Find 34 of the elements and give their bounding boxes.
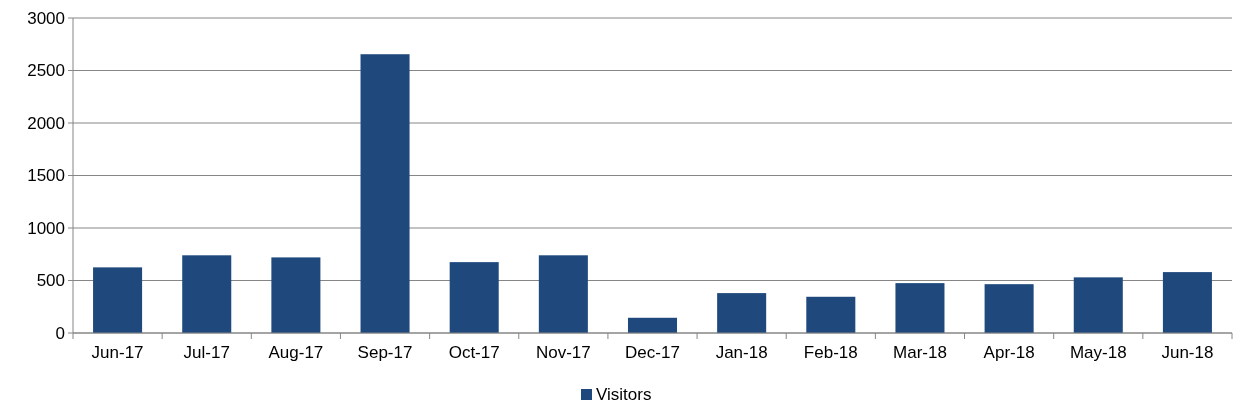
x-tick-label: Dec-17 bbox=[625, 343, 680, 362]
y-tick-label: 500 bbox=[36, 271, 65, 291]
bar bbox=[1073, 277, 1123, 333]
x-tick-label: Mar-18 bbox=[893, 343, 947, 362]
bar bbox=[806, 296, 856, 333]
x-tick-label: Aug-17 bbox=[268, 343, 324, 362]
bar bbox=[627, 317, 678, 333]
y-tick-label: 2500 bbox=[27, 61, 65, 81]
bar bbox=[1162, 272, 1212, 333]
y-tick-label: 2000 bbox=[27, 113, 65, 133]
x-tick-label: Jun-17 bbox=[91, 343, 144, 362]
x-tick-label: Apr-18 bbox=[983, 343, 1035, 362]
bar bbox=[895, 283, 945, 333]
bar bbox=[182, 255, 232, 333]
x-tick-label: Jul-17 bbox=[183, 343, 230, 362]
x-tick-label: Feb-18 bbox=[803, 343, 858, 362]
y-tick-label: 0 bbox=[55, 323, 65, 343]
y-tick-label: 1500 bbox=[27, 166, 65, 186]
x-tick-label: May-18 bbox=[1069, 343, 1127, 362]
bar bbox=[984, 284, 1034, 333]
bar bbox=[93, 267, 143, 333]
bar bbox=[538, 255, 588, 333]
x-tick-label: Sep-17 bbox=[357, 343, 413, 362]
x-tick-label: Jan-18 bbox=[715, 343, 768, 362]
legend-label: Visitors bbox=[596, 385, 652, 404]
x-tick-label: Nov-17 bbox=[535, 343, 591, 362]
y-tick-label: 1000 bbox=[27, 218, 65, 238]
bar bbox=[271, 257, 321, 333]
bar bbox=[360, 54, 410, 333]
bar bbox=[449, 262, 499, 333]
x-tick-label: Oct-17 bbox=[448, 343, 500, 362]
y-tick-label: 3000 bbox=[27, 8, 65, 28]
bar bbox=[717, 293, 767, 333]
x-tick-label: Jun-18 bbox=[1161, 343, 1214, 362]
